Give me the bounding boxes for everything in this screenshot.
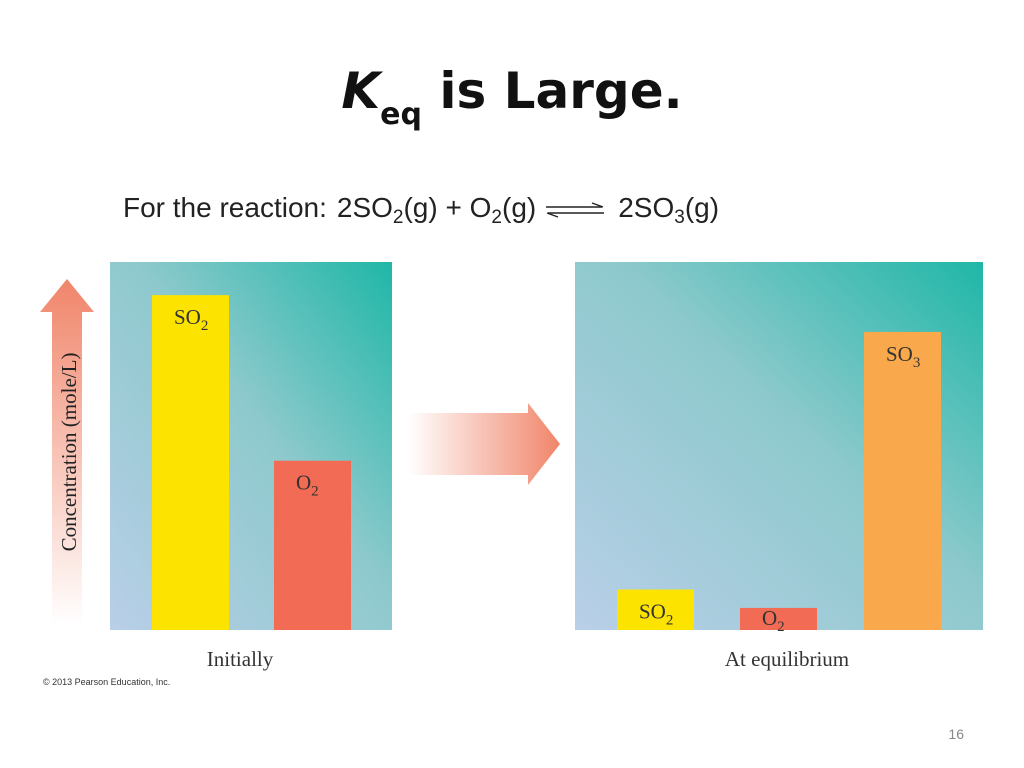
transition-right-arrow-icon — [408, 403, 560, 485]
reactant-2-phase: (g) — [502, 192, 537, 223]
title-subscript: eq — [380, 97, 422, 132]
copyright-notice: © 2013 Pearson Education, Inc. — [43, 677, 171, 687]
title-rest: is Large. — [421, 62, 683, 120]
reactant-1-phase: (g) — [403, 192, 438, 223]
bar-so3 — [864, 331, 941, 630]
equilibrium-arrow-icon — [546, 201, 605, 218]
bar-o2 — [740, 607, 817, 630]
bar-so2 — [152, 295, 229, 630]
initial-x-label: Initially — [207, 647, 274, 671]
product-1: 2SO3(g) — [618, 192, 720, 227]
reactant-1-formula: 2SO — [336, 192, 393, 223]
slide-title: Keq is Large. — [0, 62, 1024, 132]
bar-so2 — [617, 589, 694, 630]
equilibrium-x-label: At equilibrium — [725, 647, 849, 671]
bar-label-subscript: 2 — [201, 318, 209, 334]
product-1-phase: (g) — [684, 192, 720, 223]
reactant-1: 2SO2(g) — [336, 192, 438, 227]
title-k: K — [341, 62, 381, 120]
plus-sign: + — [445, 192, 462, 223]
reactant-1-subscript: 2 — [392, 207, 404, 228]
bar-label-subscript: 2 — [777, 619, 785, 635]
slide-number: 16 — [948, 726, 964, 742]
concentration-up-arrow-icon — [40, 279, 94, 625]
product-1-formula: 2SO — [618, 192, 675, 223]
reactant-2: O2(g) — [469, 192, 537, 227]
bar-o2 — [274, 460, 351, 630]
reaction-equation: For the reaction: 2SO2(g) + O2(g) 2SO3(g) — [123, 192, 720, 227]
reaction-prefix: For the reaction: — [123, 192, 327, 223]
bar-label-subscript: 2 — [311, 484, 319, 500]
bar-label-subscript: 2 — [666, 613, 674, 629]
bar-label-subscript: 3 — [913, 355, 921, 371]
product-1-subscript: 3 — [674, 207, 685, 228]
reactant-2-subscript: 2 — [491, 207, 502, 228]
reactant-2-formula: O — [469, 192, 492, 223]
y-axis-label: Concentration (mole/L) — [57, 353, 81, 552]
